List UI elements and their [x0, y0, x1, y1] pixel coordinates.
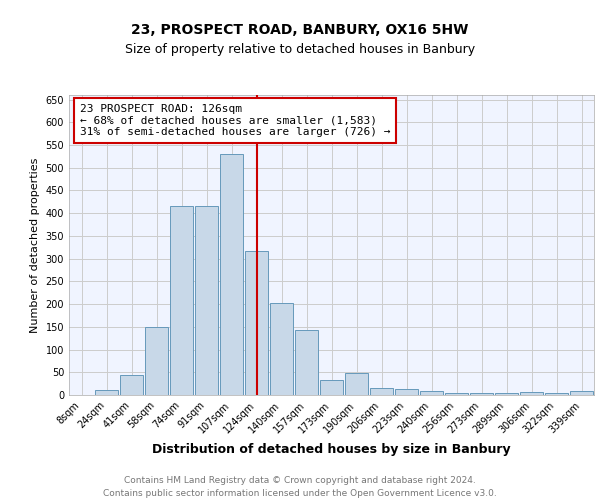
- Bar: [370, 388, 394, 395]
- Bar: [295, 330, 319, 395]
- Bar: [569, 392, 593, 395]
- Bar: [470, 393, 493, 395]
- Bar: [395, 388, 418, 395]
- Bar: [95, 390, 118, 395]
- Bar: [220, 154, 244, 395]
- X-axis label: Distribution of detached houses by size in Banbury: Distribution of detached houses by size …: [152, 443, 511, 456]
- Bar: [145, 327, 169, 395]
- Bar: [269, 302, 293, 395]
- Text: Contains HM Land Registry data © Crown copyright and database right 2024.
Contai: Contains HM Land Registry data © Crown c…: [103, 476, 497, 498]
- Y-axis label: Number of detached properties: Number of detached properties: [30, 158, 40, 332]
- Bar: [245, 252, 268, 395]
- Bar: [445, 392, 469, 395]
- Bar: [545, 392, 568, 395]
- Bar: [194, 206, 218, 395]
- Bar: [170, 206, 193, 395]
- Text: 23, PROSPECT ROAD, BANBURY, OX16 5HW: 23, PROSPECT ROAD, BANBURY, OX16 5HW: [131, 22, 469, 36]
- Bar: [419, 392, 443, 395]
- Bar: [344, 373, 368, 395]
- Text: Size of property relative to detached houses in Banbury: Size of property relative to detached ho…: [125, 42, 475, 56]
- Bar: [494, 393, 518, 395]
- Text: 23 PROSPECT ROAD: 126sqm
← 68% of detached houses are smaller (1,583)
31% of sem: 23 PROSPECT ROAD: 126sqm ← 68% of detach…: [79, 104, 390, 137]
- Bar: [119, 375, 143, 395]
- Bar: [520, 392, 544, 395]
- Bar: [320, 380, 343, 395]
